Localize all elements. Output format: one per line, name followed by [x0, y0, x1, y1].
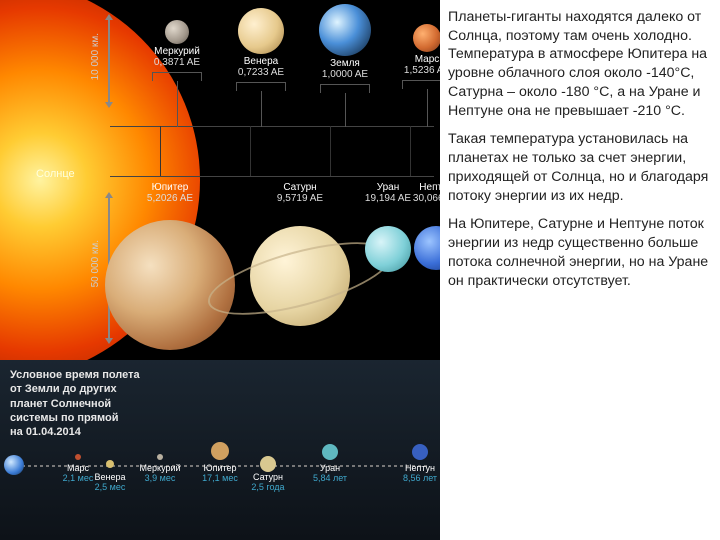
- planet-distance: 5,2026 AE: [130, 193, 210, 204]
- mark-name: Уран: [300, 463, 360, 473]
- planet-distance: 1,0000 AE: [310, 69, 380, 80]
- planet-Венера: Венера0,7233 AE: [226, 8, 296, 78]
- sun-label: Солнце: [36, 168, 75, 180]
- planet-dot-icon: [260, 456, 276, 472]
- planet-Марс: Марс1,5236 AE: [392, 24, 440, 76]
- orbit-axis: [110, 126, 434, 127]
- planet-dot-icon: [157, 454, 163, 460]
- connector-line: [410, 126, 411, 176]
- planet-dot-icon: [322, 444, 338, 460]
- planet-distance: 1,5236 AE: [392, 65, 440, 76]
- planet-label-Юпитер: Юпитер5,2026 AE: [130, 182, 210, 204]
- paragraph-3: На Юпитере, Сатурне и Нептуне поток энер…: [448, 215, 710, 290]
- text-column: Планеты-гиганты находятся далеко от Солн…: [440, 0, 720, 540]
- planet-dot-icon: [211, 442, 229, 460]
- planet-body-icon: [165, 20, 189, 44]
- planet-distance: 0,3871 AE: [142, 57, 212, 68]
- planet-distance: 30,066 AE: [396, 193, 440, 204]
- bracket: [402, 80, 440, 88]
- planet-body-icon: [105, 220, 235, 350]
- mark-time: 5,84 лет: [300, 473, 360, 483]
- planet-name: Юпитер: [130, 182, 210, 193]
- planet-name: Нептун: [396, 182, 440, 193]
- solar-system-distance-diagram: Солнце 10 000 км. 50 000 км. Меркурий0,387…: [0, 0, 440, 360]
- planet-dot-icon: [75, 454, 81, 460]
- planet-name: Земля: [310, 58, 380, 69]
- scale-label: 10 000 км.: [90, 33, 101, 80]
- planet-Уран: [365, 226, 411, 272]
- mark-time: 2,5 года: [238, 482, 298, 492]
- connector-line: [250, 126, 251, 176]
- orbit-axis: [110, 176, 434, 177]
- travel-mark-Нептун: Нептун8,56 лет: [390, 444, 440, 483]
- connector-line: [330, 126, 331, 176]
- planet-body-icon: [238, 8, 284, 54]
- mark-name: Сатурн: [238, 472, 298, 482]
- planet-Меркурий: Меркурий0,3871 AE: [142, 20, 212, 68]
- planet-body-icon: [365, 226, 411, 272]
- paragraph-1: Планеты-гиганты находятся далеко от Солн…: [448, 8, 710, 120]
- mark-name: Меркурий: [130, 463, 190, 473]
- travel-mark-Уран: Уран5,84 лет: [300, 444, 360, 483]
- connector-line: [160, 126, 161, 176]
- planet-body-icon: [414, 226, 440, 270]
- planet-dot-icon: [106, 460, 114, 468]
- mark-name: Нептун: [390, 463, 440, 473]
- travel-time-diagram: Условное время полетаот Земли до другихп…: [0, 360, 440, 540]
- planet-name: Сатурн: [260, 182, 340, 193]
- planet-name: Венера: [226, 56, 296, 67]
- planet-distance: 0,7233 AE: [226, 67, 296, 78]
- planet-body-icon: [413, 24, 440, 52]
- bracket: [152, 72, 202, 80]
- planet-name: Марс: [392, 54, 440, 65]
- mark-time: 2,5 мес: [80, 482, 140, 492]
- scale-label: 50 000 км.: [90, 240, 101, 287]
- paragraph-2: Такая температура установилась на планет…: [448, 130, 710, 205]
- travel-mark-Сатурн: Сатурн2,5 года: [238, 472, 298, 492]
- planet-body-icon: [319, 4, 371, 56]
- planet-name: Меркурий: [142, 46, 212, 57]
- mark-time: 8,56 лет: [390, 473, 440, 483]
- earth-origin-icon: [4, 455, 24, 475]
- planet-Земля: Земля1,0000 AE: [310, 4, 380, 80]
- travel-mark-Меркурий: Меркурий3,9 мес: [130, 454, 190, 483]
- mark-time: 3,9 мес: [130, 473, 190, 483]
- planet-label-Нептун: Нептун30,066 AE: [396, 182, 440, 204]
- bracket: [236, 82, 286, 90]
- bracket: [320, 84, 370, 92]
- planet-Сатурн: [250, 226, 350, 326]
- planet-label-Сатурн: Сатурн9,5719 AE: [260, 182, 340, 204]
- planet-Юпитер: [105, 220, 235, 350]
- scale-arrow: [108, 18, 110, 104]
- planet-distance: 9,5719 AE: [260, 193, 340, 204]
- left-column: Солнце 10 000 км.50 000 км.Меркурий0,387…: [0, 0, 440, 540]
- travel-time-title: Условное время полетаот Земли до другихп…: [0, 360, 440, 441]
- planet-dot-icon: [412, 444, 428, 460]
- planet-Нептун: [414, 226, 440, 270]
